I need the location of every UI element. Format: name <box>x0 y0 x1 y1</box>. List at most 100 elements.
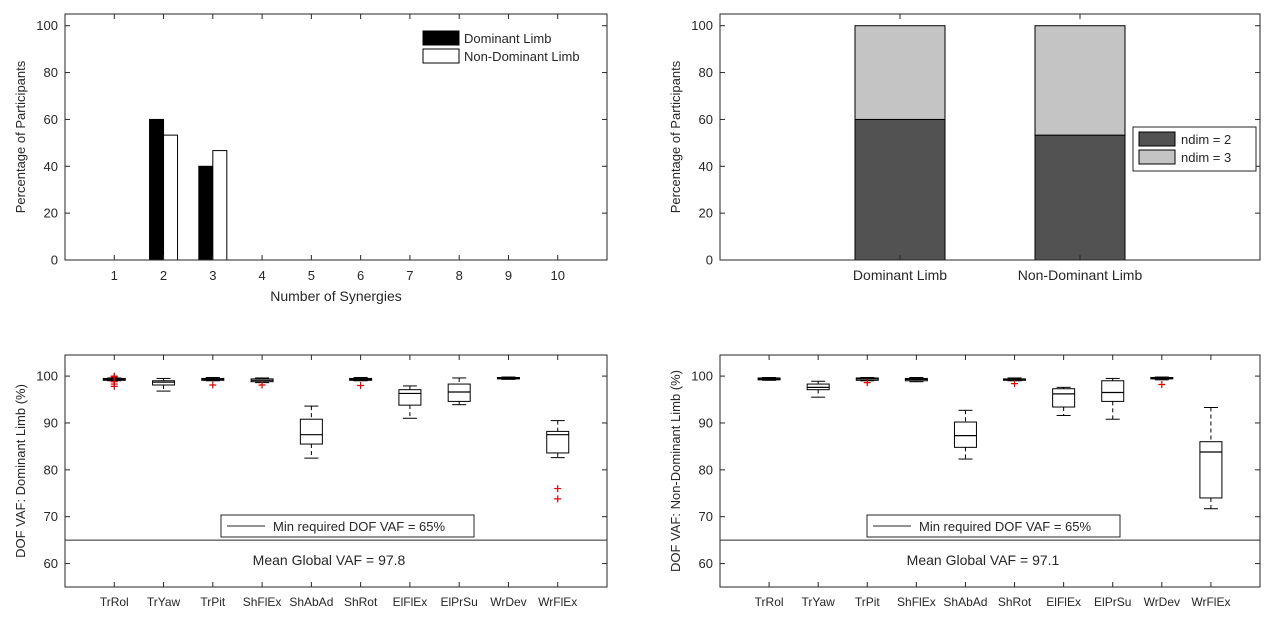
boxplot-TrYaw <box>152 377 176 392</box>
outlier-marker <box>554 485 562 493</box>
x-tick-label: WrFlEx <box>538 595 577 609</box>
annotation-text: Mean Global VAF = 97.1 <box>907 552 1060 568</box>
outlier-marker <box>209 381 217 389</box>
y-tick-label: 100 <box>36 369 58 384</box>
boxplot-TrYaw <box>806 380 830 398</box>
boxplot-ElFlEx <box>1052 386 1076 416</box>
y-tick-label: 20 <box>699 206 713 221</box>
x-tick-label: 4 <box>258 268 265 283</box>
x-tick-label: 5 <box>308 268 315 283</box>
legend-box <box>866 514 1121 538</box>
y-tick-label: 0 <box>51 253 58 268</box>
boxplot-ShAbAd <box>299 405 323 459</box>
x-tick-label: TrRol <box>755 595 784 609</box>
outlier-marker <box>357 381 365 389</box>
stacked-bar-segment <box>854 118 946 261</box>
y-tick-label: 80 <box>44 65 58 80</box>
y-tick-label: 40 <box>44 159 58 174</box>
boxplot-WrDev <box>1150 376 1174 389</box>
x-tick-label: 8 <box>456 268 463 283</box>
y-tick-label: 60 <box>44 112 58 127</box>
x-tick-label: ElFlEx <box>393 595 428 609</box>
bar <box>198 165 214 261</box>
y-tick-label: 80 <box>699 65 713 80</box>
box <box>398 389 422 406</box>
x-tick-label: TrRol <box>100 595 129 609</box>
x-tick-label: ShFlEx <box>897 595 936 609</box>
box <box>299 418 323 445</box>
boxplot-ElFlEx <box>398 385 422 419</box>
legend-swatch <box>1138 131 1176 147</box>
x-tick-label: 7 <box>406 268 413 283</box>
legend-box <box>220 514 475 538</box>
stacked-bar-segment <box>854 25 946 120</box>
x-tick-label: 9 <box>505 268 512 283</box>
y-tick-label: 70 <box>44 509 58 524</box>
y-tick-label: 20 <box>44 206 58 221</box>
boxplot-ShRot <box>1003 377 1027 388</box>
x-tick-label: ShAbAd <box>289 595 333 609</box>
boxplot-WrFlEx <box>546 420 570 503</box>
y-axis-label: Percentage of Participants <box>668 60 683 213</box>
x-tick-label: TrPit <box>200 595 226 609</box>
legend-label: Min required DOF VAF = 65% <box>919 519 1092 534</box>
box <box>1101 380 1125 402</box>
y-axis-label: DOF VAF: Non-Dominant Limb (%) <box>668 370 683 572</box>
y-tick-label: 70 <box>699 509 713 524</box>
boxplot-ShFlEx <box>250 377 274 389</box>
x-tick-label: TrYaw <box>802 595 836 609</box>
outlier-marker <box>1158 381 1166 389</box>
legend-swatch <box>422 30 460 46</box>
box <box>1052 388 1076 408</box>
axes-frame <box>64 354 608 588</box>
y-tick-label: 90 <box>699 415 713 430</box>
y-tick-label: 80 <box>44 462 58 477</box>
x-tick-label: ElPrSu <box>441 595 478 609</box>
boxplot-TrPit <box>855 376 879 387</box>
y-tick-label: 100 <box>36 18 58 33</box>
x-tick-label: ShRot <box>344 595 378 609</box>
y-tick-label: 100 <box>691 369 713 384</box>
legend-swatch <box>1138 149 1176 165</box>
x-axis-label: Number of Synergies <box>270 288 402 304</box>
x-tick-label: WrDev <box>1144 595 1180 609</box>
x-tick-label: TrPit <box>855 595 881 609</box>
box <box>447 383 471 402</box>
box <box>152 380 176 386</box>
x-tick-label: ElPrSu <box>1094 595 1131 609</box>
boxplot-WrFlEx <box>1199 406 1223 510</box>
y-tick-label: 60 <box>699 112 713 127</box>
x-tick-label: TrYaw <box>147 595 181 609</box>
y-tick-label: 100 <box>691 18 713 33</box>
x-tick-label: 1 <box>111 268 118 283</box>
boxplot-TrRol <box>757 376 781 381</box>
boxplot-ElPrSu <box>1101 377 1125 420</box>
x-tick-label: 2 <box>160 268 167 283</box>
outlier-marker <box>110 372 118 380</box>
y-tick-label: 90 <box>44 415 58 430</box>
boxplot-ElPrSu <box>447 377 471 406</box>
boxplot-ShFlEx <box>904 376 928 383</box>
x-tick-label: WrFlEx <box>1191 595 1230 609</box>
box <box>953 421 977 448</box>
x-tick-label: ElFlEx <box>1046 595 1081 609</box>
stacked-bar-segment <box>1034 134 1126 261</box>
x-tick-label: Dominant Limb <box>853 267 947 283</box>
bar <box>212 150 228 261</box>
outlier-marker <box>863 379 871 387</box>
y-tick-label: 60 <box>699 556 713 571</box>
legend-label: Min required DOF VAF = 65% <box>273 519 446 534</box>
boxplot-WrDev <box>496 376 520 380</box>
x-tick-label: ShFlEx <box>243 595 282 609</box>
box <box>546 430 570 454</box>
legend-label: Dominant Limb <box>464 31 551 46</box>
x-tick-label: 10 <box>550 268 564 283</box>
outlier-marker <box>554 495 562 503</box>
x-tick-label: ShAbAd <box>943 595 987 609</box>
axes-frame <box>64 13 608 261</box>
x-tick-label: WrDev <box>490 595 526 609</box>
y-tick-label: 80 <box>699 462 713 477</box>
legend-label: ndim = 3 <box>1181 150 1231 165</box>
x-tick-label: 3 <box>209 268 216 283</box>
